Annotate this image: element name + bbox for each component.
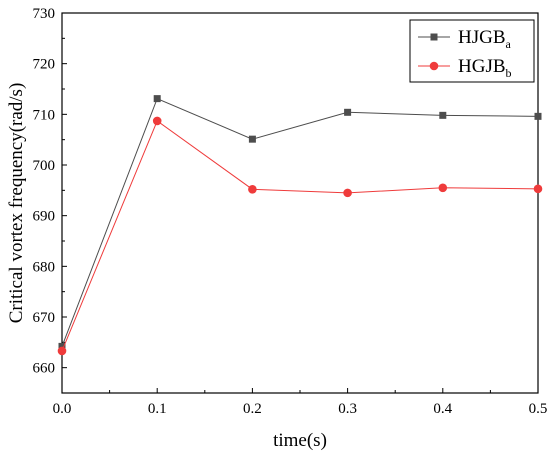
data-point-hjgb [153, 95, 161, 103]
data-point-hjgb [248, 135, 256, 143]
x-axis-title: time(s) [273, 430, 327, 451]
y-tick-label: 710 [33, 107, 56, 123]
data-point-hgjb [343, 188, 352, 198]
y-tick-label: 700 [33, 158, 56, 174]
series-line-hgjb [61, 120, 539, 352]
y-tick-label: 680 [33, 259, 56, 275]
series-line-hjgb [61, 97, 539, 347]
legend-label-hjgb-subscript: a [506, 37, 512, 51]
legend-label-hjgb-name: HJGB [458, 27, 506, 48]
x-tick-label: 0.2 [243, 401, 262, 417]
x-tick-label: 0.0 [53, 401, 72, 417]
legend-label-hgjb-name: HGJB [458, 56, 506, 77]
legend-entry-hgjb: HGJBb [418, 56, 512, 80]
y-tick-label: 660 [33, 361, 56, 377]
x-axis: 0.0 0.1 0.2 0.3 0.4 0.5 [53, 388, 548, 417]
legend-label-hgjb-subscript: b [506, 66, 512, 80]
legend-box [409, 19, 535, 83]
data-point-hgjb [57, 346, 67, 356]
y-tick-label: 720 [33, 57, 56, 73]
data-point-hjgb [439, 111, 447, 119]
data-point-hgjb [533, 184, 543, 194]
data-point-hgjb [438, 183, 448, 193]
x-tick-label: 0.5 [529, 401, 548, 417]
x-tick-label: 0.1 [148, 401, 167, 417]
x-tick-label: 0.4 [433, 401, 452, 417]
legend-marker-hgjb [429, 61, 439, 71]
legend-entry-hjgb: HJGBa [418, 27, 512, 51]
y-tick-label: 690 [33, 209, 56, 225]
legend-label-hgjb: HGJBb [458, 56, 512, 80]
legend: HJGBa HGJBb [409, 19, 535, 83]
y-axis-title: Critical vortex frequency(rad/s) [6, 83, 27, 324]
y-axis: 660 670 680 690 700 710 720 730 [33, 6, 67, 394]
x-tick-label: 0.3 [338, 401, 357, 417]
series-layer [57, 95, 543, 356]
legend-marker-hjgb [430, 33, 438, 41]
data-point-hgjb [248, 185, 257, 194]
y-tick-label: 730 [33, 6, 56, 22]
data-point-hgjb [152, 116, 162, 126]
legend-label-hjgb: HJGBa [458, 27, 512, 51]
data-point-hjgb [344, 108, 352, 116]
y-tick-label: 670 [33, 310, 56, 326]
data-point-hjgb [58, 342, 66, 350]
data-point-hjgb [534, 112, 542, 120]
